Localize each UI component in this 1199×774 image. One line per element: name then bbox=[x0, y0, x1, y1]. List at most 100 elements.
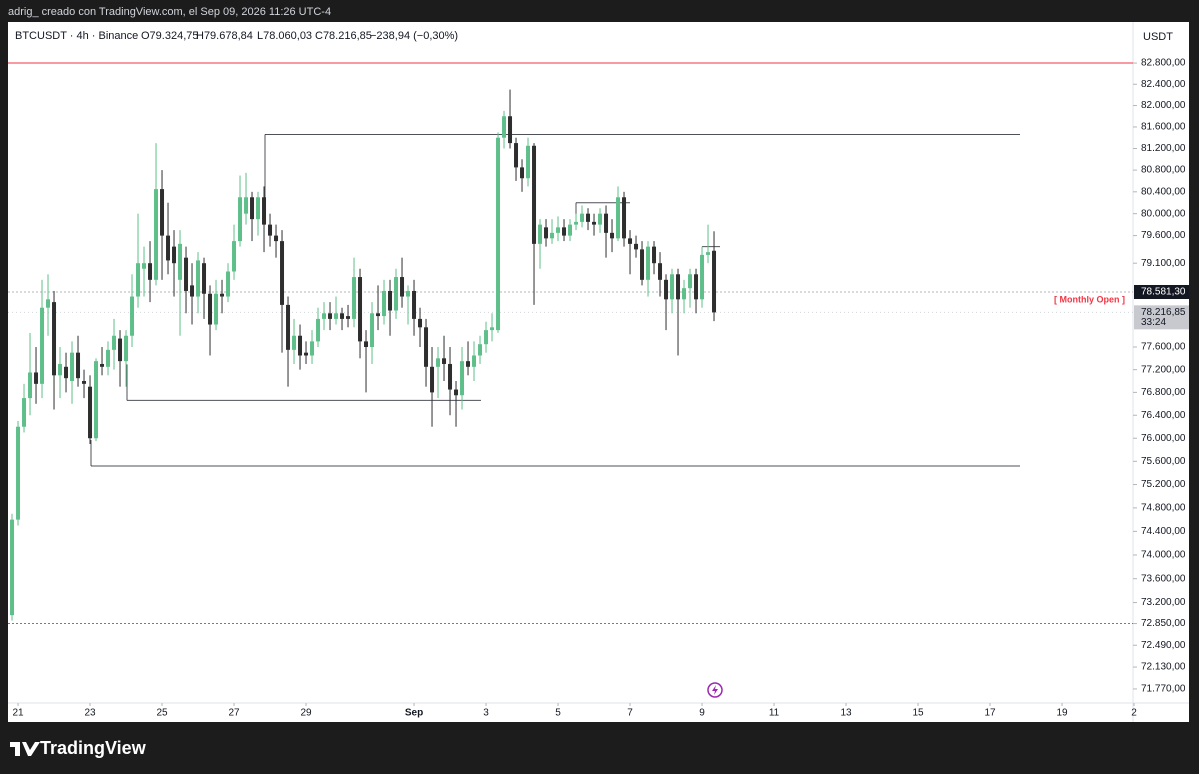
candle-body bbox=[682, 288, 687, 300]
y-tick-label: 79.600,00 bbox=[1141, 230, 1186, 241]
symbol: BTCUSDT · 4h · Binance bbox=[15, 30, 138, 42]
close-label: C78.216,85 bbox=[315, 30, 372, 42]
candle-body bbox=[586, 213, 591, 222]
candle-body bbox=[232, 241, 237, 272]
y-tick-label: 77.200,00 bbox=[1141, 364, 1186, 375]
x-tick-label: 11 bbox=[769, 708, 780, 719]
y-tick-label: 74.800,00 bbox=[1141, 503, 1186, 514]
candle-body bbox=[508, 116, 513, 144]
candle-body bbox=[388, 290, 393, 311]
candle-body bbox=[250, 197, 255, 220]
candle-body bbox=[100, 363, 105, 367]
y-tick-label: 74.000,00 bbox=[1141, 550, 1186, 561]
candle-body bbox=[292, 335, 297, 350]
y-tick-label: 76.800,00 bbox=[1141, 387, 1186, 398]
candle-body bbox=[328, 313, 333, 319]
candle-body bbox=[196, 260, 201, 297]
brand-name: TradingView bbox=[40, 738, 147, 758]
candle-body bbox=[376, 313, 381, 317]
x-tick-label: 3 bbox=[483, 708, 489, 719]
candle-body bbox=[454, 389, 459, 396]
x-tick-label: 29 bbox=[300, 708, 312, 719]
candle-body bbox=[472, 355, 477, 367]
candle-body bbox=[646, 246, 651, 280]
candle-body bbox=[202, 263, 207, 294]
candle-body bbox=[424, 327, 429, 367]
y-tick-label: 72.490,00 bbox=[1141, 640, 1186, 651]
y-tick-label: 75.600,00 bbox=[1141, 456, 1186, 467]
candle-body bbox=[238, 197, 243, 242]
candle-body bbox=[412, 290, 417, 319]
countdown: 33:24 bbox=[1141, 317, 1166, 328]
x-tick-label: 19 bbox=[1056, 708, 1068, 719]
last-price-label: 78.216,85 bbox=[1141, 307, 1186, 318]
y-tick-label: 80.400,00 bbox=[1141, 186, 1186, 197]
candle-body bbox=[460, 361, 465, 396]
candle-body bbox=[490, 327, 495, 331]
candle-body bbox=[430, 366, 435, 393]
low-label: L78.060,03 bbox=[257, 30, 312, 42]
candle-body bbox=[280, 241, 285, 305]
candle-body bbox=[226, 271, 231, 297]
candle-body bbox=[160, 189, 165, 236]
candle-body bbox=[208, 293, 213, 325]
candle-body bbox=[64, 366, 69, 379]
currency: USDT bbox=[1143, 31, 1173, 43]
candle-body bbox=[442, 358, 447, 364]
candle-body bbox=[520, 167, 525, 179]
last-price-tag bbox=[1134, 305, 1189, 330]
x-tick-label: 23 bbox=[84, 708, 96, 719]
candle-body bbox=[58, 363, 63, 376]
candle-body bbox=[94, 361, 99, 439]
event-bolt[interactable] bbox=[712, 685, 718, 695]
monthly-open-label: 78.581,30 bbox=[1141, 287, 1186, 298]
candles bbox=[10, 89, 717, 621]
candle-body bbox=[628, 238, 633, 244]
x-tick-label: 7 bbox=[627, 708, 633, 719]
candle-body bbox=[52, 302, 57, 376]
candle-body bbox=[370, 313, 375, 348]
candle-body bbox=[220, 293, 225, 297]
candle-body bbox=[190, 285, 195, 297]
event-circle[interactable] bbox=[707, 682, 723, 698]
y-tick-label: 82.400,00 bbox=[1141, 79, 1186, 90]
candle-body bbox=[184, 257, 189, 291]
x-tick-label: Sep bbox=[405, 708, 423, 719]
candle-body bbox=[118, 338, 123, 362]
x-tick-label: 2 bbox=[1131, 708, 1137, 719]
candle-body bbox=[538, 224, 543, 244]
candle-body bbox=[382, 290, 387, 317]
candle-body bbox=[358, 277, 363, 342]
candle-body bbox=[436, 358, 441, 367]
candle-body bbox=[568, 224, 573, 236]
candle-body bbox=[88, 386, 93, 439]
x-tick-label: 5 bbox=[555, 708, 561, 719]
candle-body bbox=[544, 227, 549, 239]
candle-body bbox=[418, 318, 423, 328]
candle-body bbox=[22, 398, 27, 427]
candle-body bbox=[514, 143, 519, 168]
caption: adrig_ creado con TradingView.com, el Se… bbox=[8, 6, 331, 18]
x-tick-label: 17 bbox=[984, 708, 996, 719]
candle-body bbox=[610, 232, 615, 239]
event-icon[interactable] bbox=[707, 682, 723, 698]
candle-body bbox=[658, 263, 663, 280]
x-tick-label: 25 bbox=[156, 708, 168, 719]
candle-body bbox=[148, 263, 153, 280]
candle-body bbox=[76, 352, 81, 379]
candle-body bbox=[466, 361, 471, 367]
y-tick-label: 71.770,00 bbox=[1141, 684, 1186, 695]
candle-body bbox=[28, 372, 33, 399]
candle-body bbox=[448, 363, 453, 390]
candle-body bbox=[316, 318, 321, 342]
candle-body bbox=[154, 189, 159, 280]
x-tick-label: 27 bbox=[228, 708, 240, 719]
candle-body bbox=[214, 293, 219, 325]
candle-body bbox=[562, 227, 567, 236]
high-label: H79.678,84 bbox=[196, 30, 253, 42]
candle-body bbox=[400, 277, 405, 297]
candle-body bbox=[616, 197, 621, 239]
candle-body bbox=[556, 227, 561, 233]
candle-body bbox=[712, 250, 717, 313]
